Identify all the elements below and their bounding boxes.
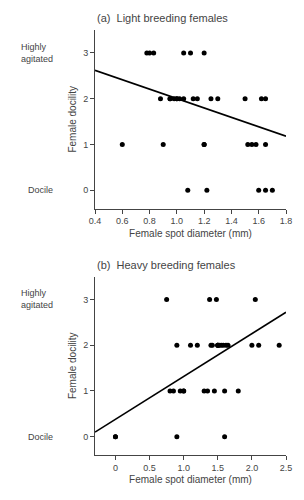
svg-text:1.0: 1.0	[177, 463, 190, 473]
svg-text:(a) Light breeding females: (a) Light breeding females	[97, 12, 228, 24]
svg-text:1: 1	[83, 386, 88, 396]
svg-text:0: 0	[83, 432, 88, 442]
svg-text:Female docility: Female docility	[67, 86, 78, 153]
svg-text:1.8: 1.8	[280, 216, 293, 226]
svg-text:2.0: 2.0	[246, 463, 259, 473]
svg-text:1.0: 1.0	[171, 216, 184, 226]
svg-text:Female docility: Female docility	[67, 332, 78, 399]
svg-text:1.4: 1.4	[225, 216, 238, 226]
svg-text:Docile: Docile	[28, 432, 53, 442]
svg-text:Female spot diameter (mm): Female spot diameter (mm)	[129, 228, 252, 239]
svg-text:0.5: 0.5	[143, 463, 156, 473]
svg-text:1.5: 1.5	[212, 463, 225, 473]
svg-text:1.6: 1.6	[252, 216, 265, 226]
svg-text:Highlyagitated: Highlyagitated	[21, 288, 53, 310]
svg-text:Docile: Docile	[28, 185, 53, 195]
svg-text:2.5: 2.5	[280, 463, 293, 473]
svg-text:1: 1	[83, 140, 88, 150]
svg-text:0: 0	[83, 185, 88, 195]
svg-text:0.4: 0.4	[89, 216, 102, 226]
svg-text:2: 2	[83, 340, 88, 350]
svg-text:0: 0	[113, 463, 118, 473]
svg-text:Female spot diameter (mm): Female spot diameter (mm)	[129, 474, 252, 485]
svg-text:2: 2	[83, 94, 88, 104]
svg-text:3: 3	[83, 48, 88, 58]
svg-text:1.2: 1.2	[198, 216, 211, 226]
svg-text:0.8: 0.8	[143, 216, 156, 226]
svg-text:(b) Heavy breeding females: (b) Heavy breeding females	[97, 259, 236, 271]
svg-text:0.6: 0.6	[116, 216, 129, 226]
svg-text:Highlyagitated: Highlyagitated	[21, 42, 53, 64]
svg-text:3: 3	[83, 295, 88, 305]
